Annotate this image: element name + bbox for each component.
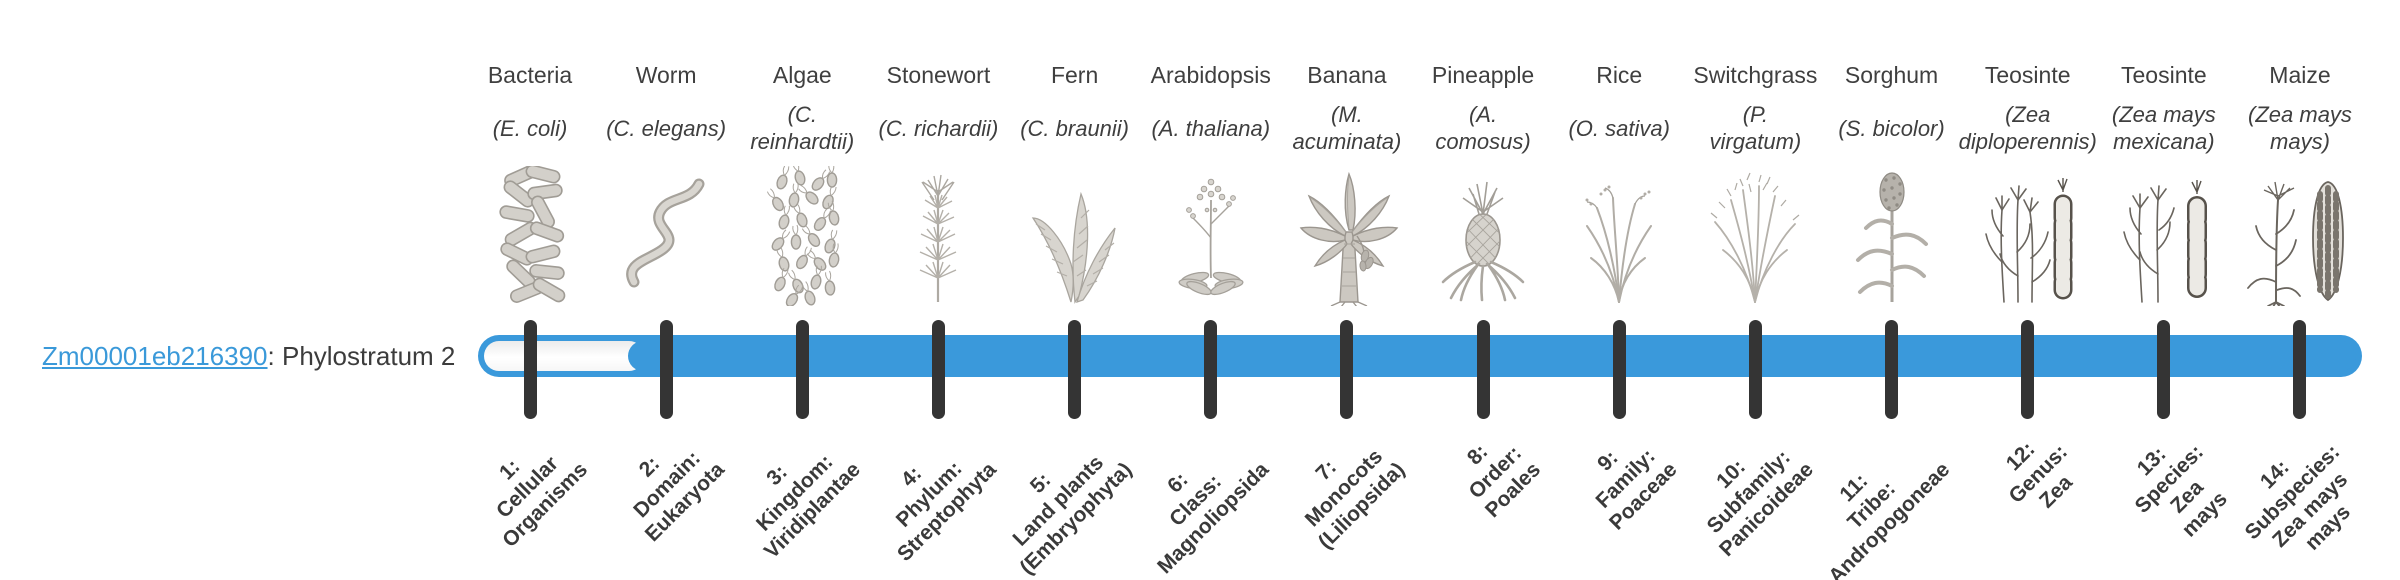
phylostratum-tick	[2021, 320, 2035, 419]
organism-column: Stonewort (C. richardii) 4: Phylum: Stre…	[870, 0, 1006, 580]
phylostratum-tick	[1204, 320, 1218, 419]
organism-name: Worm	[635, 62, 697, 88]
organism-column: Teosinte (Zea diploperennis) 12: Genus: …	[1958, 0, 2097, 580]
organism-column: Fern (C. braunii) 5: Land plants (Embryo…	[1007, 0, 1143, 580]
phylostratum-tick	[2157, 320, 2171, 419]
organism-name: Rice	[1596, 62, 1643, 88]
phylostratum-label: 7: Monocots (Liliopsida)	[1300, 444, 1410, 554]
organism-name: Teosinte	[1984, 62, 2071, 88]
phylostratum-tick	[659, 320, 673, 419]
organism-scientific-name: (O. sativa)	[1568, 115, 1670, 141]
phylostratum-label: 9: Family: Poaceae	[1591, 444, 1682, 535]
algae-icon	[734, 166, 870, 306]
bar-unfilled-track	[484, 341, 644, 371]
organism-column: Switchgrass (P. virgatum) 10: Subfamily:…	[1687, 0, 1823, 580]
organism-scientific-name: (P. virgatum)	[1709, 102, 1802, 154]
phylostratum-label: 2: Domain: Eukaryota	[628, 446, 729, 547]
organism-name: Fern	[1050, 62, 1099, 88]
organism-name: Stonewort	[886, 62, 991, 88]
pineapple-icon	[1415, 166, 1551, 306]
phylostratum-tick	[1885, 320, 1899, 419]
organism-scientific-name: (C. braunii)	[1020, 115, 1130, 141]
organism-name: Banana	[1307, 62, 1387, 88]
organism-name: Arabidopsis	[1150, 62, 1271, 88]
gene-link[interactable]: Zm00001eb216390	[42, 341, 268, 371]
phylostratum-tick	[931, 320, 945, 419]
bar-conservation-fill	[628, 341, 2356, 371]
teosinte-diplo-icon	[1960, 166, 2096, 306]
organism-name: Bacteria	[487, 62, 573, 88]
phylostrata-bar	[478, 335, 2362, 377]
organism-name: Maize	[2269, 62, 2331, 88]
organism-column: Arabidopsis (A. thaliana) 6: Class: Magn…	[1143, 0, 1279, 580]
organism-column: Pineapple (A. comosus) 8: Order: Poales	[1415, 0, 1551, 580]
organism-name: Pineapple	[1431, 62, 1535, 88]
organism-column: Teosinte (Zea mays mexicana) 13: Species…	[2096, 0, 2232, 580]
organism-scientific-name: (S. bicolor)	[1838, 115, 1945, 141]
organism-scientific-name: (Zea mays mays)	[2248, 102, 2352, 154]
organism-column: Banana (M. acuminata) 7: Monocots (Lilio…	[1279, 0, 1415, 580]
phylostratum-label: 1: Cellular Organisms	[492, 451, 593, 552]
organism-scientific-name: (C. richardii)	[878, 115, 999, 141]
stonewort-icon	[870, 166, 1006, 306]
organism-scientific-name: (E. coli)	[492, 115, 568, 141]
maize-icon	[2232, 166, 2368, 306]
phylostratum-tick	[523, 320, 537, 419]
fern-icon	[1007, 166, 1143, 306]
phylostratum-label: 3: Kingdom: Viridiplantae	[751, 450, 865, 564]
phylostratum-label: 4: Phylum: Streptophyta	[891, 456, 1001, 566]
phylostratum-label: 13: Species: Zea mays	[2131, 440, 2233, 542]
organism-scientific-name: (C. elegans)	[606, 115, 727, 141]
organism-column: Sorghum (S. bicolor) 11: Tribe: Andropog…	[1824, 0, 1960, 580]
organism-name: Sorghum	[1844, 62, 1939, 88]
organism-name: Algae	[772, 62, 832, 88]
worm-icon	[598, 166, 734, 306]
phylostratum-text: : Phylostratum 2	[267, 341, 456, 371]
phylostratum-tick	[1476, 320, 1490, 419]
banana-icon	[1279, 166, 1415, 306]
phylostratum-tick	[795, 320, 809, 419]
organism-scientific-name: (M. acuminata)	[1292, 102, 1402, 154]
phylostratum-tick	[2293, 320, 2307, 419]
organism-column: Algae (C. reinhardtii) 3: Kingdom: Virid…	[734, 0, 870, 580]
organism-scientific-name: (A. thaliana)	[1151, 115, 1271, 141]
organism-column: Bacteria (E. coli) 1: Cellular Organisms	[462, 0, 598, 580]
gene-label: Zm00001eb216390: Phylostratum 2	[42, 340, 455, 372]
organism-scientific-name: (Zea mays mexicana)	[2111, 102, 2216, 154]
teosinte-mex-icon	[2096, 166, 2232, 306]
phylostratum-tick	[1612, 320, 1626, 419]
organism-column: Rice (O. sativa) 9: Family: Poaceae	[1551, 0, 1687, 580]
organism-scientific-name: (Zea diploperennis)	[1958, 102, 2097, 154]
bacteria-icon	[462, 166, 598, 306]
organism-name: Teosinte	[2121, 62, 2207, 88]
organism-column: Worm (C. elegans) 2: Domain: Eukaryota	[598, 0, 734, 580]
organism-scientific-name: (A. comosus)	[1435, 102, 1531, 154]
phylostratum-label: 8: Order: Poales	[1463, 440, 1546, 523]
organism-column: Maize (Zea mays mays) 14: Subspecies: Ze…	[2232, 0, 2368, 580]
organism-scientific-name: (C. reinhardtii)	[750, 102, 855, 154]
switchgrass-icon	[1687, 166, 1823, 306]
phylostratum-label: 12: Genus: Zea	[2002, 437, 2078, 513]
rice-icon	[1551, 166, 1687, 306]
phylostratum-tick	[1748, 320, 1762, 419]
organism-name: Switchgrass	[1693, 62, 1818, 88]
phylostratum-label: 14: Subspecies: Zea mays mays	[2240, 440, 2356, 555]
phylostratum-tick	[1068, 320, 1082, 419]
arabidopsis-icon	[1143, 166, 1279, 306]
sorghum-icon	[1824, 166, 1960, 306]
phylostratum-tick	[1340, 320, 1354, 419]
